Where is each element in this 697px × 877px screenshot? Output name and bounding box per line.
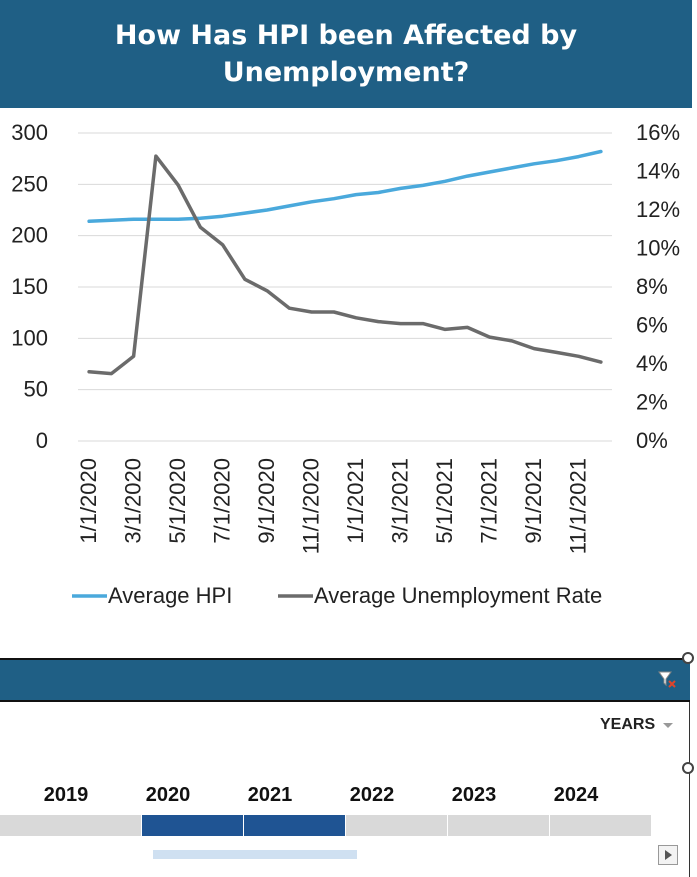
- y-right-tick-label: 2%: [636, 390, 668, 415]
- resize-handle-middle[interactable]: [682, 762, 694, 774]
- y-right-tick-label: 8%: [636, 274, 668, 299]
- y-left-tick-label: 300: [11, 120, 48, 145]
- timeline-scrollbar[interactable]: [153, 850, 357, 859]
- timeline-year-label: 2020: [145, 784, 191, 806]
- unemployment-series-line: [87, 154, 603, 376]
- y-left-tick-label: 0: [36, 428, 48, 453]
- x-tick-label: 7/1/2021: [477, 458, 502, 544]
- y-right-tick-label: 12%: [636, 197, 680, 222]
- time-level-label: YEARS: [600, 716, 656, 733]
- legend-label: Average Unemployment Rate: [314, 583, 602, 608]
- x-tick-label: 1/1/2021: [343, 458, 368, 544]
- timeline-year-label: 2019: [43, 784, 89, 806]
- timeline-year-label: 2023: [451, 784, 497, 806]
- timeline-year-label: 2021: [247, 784, 293, 806]
- time-level-dropdown[interactable]: YEARS: [600, 716, 674, 734]
- x-tick-label: 3/1/2020: [121, 458, 146, 544]
- y-right-tick-label: 16%: [636, 120, 680, 145]
- y-right-tick-label: 0%: [636, 428, 668, 453]
- chevron-down-icon: [663, 722, 674, 728]
- y-left-tick-label: 200: [11, 223, 48, 248]
- chart-title: How Has HPI been Affected by Unemploymen…: [0, 0, 692, 108]
- timeline-year-label: 2022: [349, 784, 395, 806]
- timeline-slicer[interactable]: [0, 658, 690, 877]
- timeline-period-cell[interactable]: [142, 815, 243, 836]
- y-left-tick-label: 250: [11, 171, 48, 196]
- timeline-header: [0, 658, 690, 702]
- scroll-right-arrow-icon[interactable]: [658, 845, 678, 865]
- x-tick-label: 5/1/2021: [432, 458, 457, 544]
- hpi-series-line: [87, 149, 603, 224]
- line-chart: 0 50 100 150 200 250 300 0% 2% 4% 6% 8% 10% 12% 14% 16%…: [11, 120, 680, 608]
- timeline-period-cell[interactable]: [550, 815, 651, 836]
- timeline-period-cell[interactable]: [0, 815, 141, 836]
- timeline-year-label: 2024: [553, 784, 599, 806]
- y-left-tick-label: 50: [24, 377, 48, 402]
- timeline-period-cell[interactable]: [346, 815, 447, 836]
- x-tick-label: 11/1/2021: [566, 458, 591, 554]
- x-tick-label: 9/1/2020: [254, 458, 279, 544]
- x-tick-label: 11/1/2020: [299, 458, 324, 554]
- y-right-tick-label: 6%: [636, 313, 668, 338]
- x-tick-label: 1/1/2020: [76, 458, 101, 544]
- y-right-tick-label: 4%: [636, 351, 668, 376]
- y-right-tick-label: 10%: [636, 236, 680, 261]
- timeline-period-cell[interactable]: [244, 815, 345, 836]
- timeline-period-cell[interactable]: [448, 815, 549, 836]
- x-tick-label: 5/1/2020: [165, 458, 190, 544]
- resize-handle-top[interactable]: [682, 652, 694, 664]
- x-tick-label: 3/1/2021: [388, 458, 413, 544]
- x-tick-label: 7/1/2020: [210, 458, 235, 544]
- clear-filter-icon[interactable]: [658, 670, 676, 690]
- legend-label: Average HPI: [108, 583, 232, 608]
- y-left-tick-label: 100: [11, 325, 48, 350]
- y-right-tick-label: 14%: [636, 159, 680, 184]
- y-left-tick-label: 150: [11, 274, 48, 299]
- x-tick-label: 9/1/2021: [521, 458, 546, 544]
